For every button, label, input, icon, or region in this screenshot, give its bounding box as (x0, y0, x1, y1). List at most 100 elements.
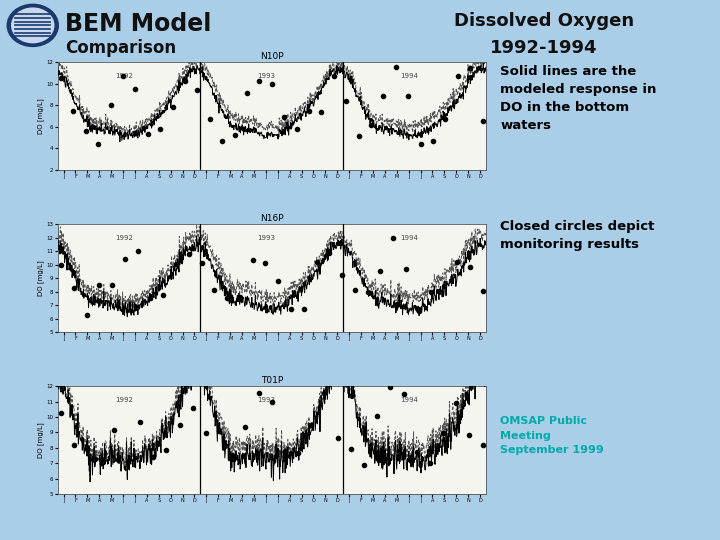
Point (464, 431, 475, 440)
Text: 1992: 1992 (114, 397, 132, 403)
Point (247, 255, 258, 264)
Text: 1992: 1992 (114, 73, 132, 79)
Text: Solid lines are the
modeled response in
DO in the bottom
waters: Solid lines are the modeled response in … (500, 65, 657, 132)
Point (266, 79, 278, 88)
Point (451, 399, 462, 407)
Point (332, 433, 343, 442)
Title: N16P: N16P (260, 214, 284, 224)
Point (397, 390, 409, 399)
Title: T01P: T01P (261, 376, 283, 386)
Point (158, 291, 169, 300)
Y-axis label: DO [mg/L]: DO [mg/L] (37, 98, 44, 134)
Point (200, 428, 212, 437)
Text: 1992: 1992 (114, 235, 132, 241)
Point (359, 461, 370, 470)
Text: BEM Model: BEM Model (65, 12, 211, 36)
Point (142, 130, 153, 139)
Point (213, 426, 225, 435)
Point (161, 446, 172, 455)
Point (241, 89, 253, 97)
Point (55, 409, 67, 417)
Point (179, 77, 191, 86)
Point (117, 71, 129, 80)
Point (253, 77, 265, 85)
Point (119, 255, 130, 264)
Point (260, 259, 271, 268)
Point (209, 286, 220, 294)
Text: 1994: 1994 (400, 73, 418, 79)
Point (291, 125, 302, 134)
Point (362, 287, 374, 296)
Point (413, 306, 425, 315)
Point (95, 455, 107, 464)
Point (192, 85, 203, 94)
Point (427, 136, 438, 145)
Point (384, 383, 396, 391)
Text: 1993: 1993 (258, 235, 276, 241)
Point (68, 284, 79, 292)
Point (145, 294, 156, 302)
Point (477, 441, 488, 449)
Point (323, 249, 335, 258)
Text: Comparison: Comparison (65, 39, 176, 57)
Text: 1993: 1993 (258, 73, 276, 79)
Point (217, 137, 228, 145)
Point (390, 63, 402, 71)
Point (477, 286, 488, 295)
Point (196, 259, 207, 268)
Point (279, 447, 291, 455)
Text: 1993: 1993 (258, 397, 276, 403)
Point (68, 106, 79, 115)
Point (415, 140, 426, 149)
Point (377, 92, 389, 100)
Point (55, 73, 67, 82)
Point (81, 444, 93, 453)
Point (452, 72, 464, 80)
Text: 1992-1994: 1992-1994 (490, 39, 598, 57)
Point (292, 448, 304, 457)
Point (240, 422, 251, 431)
Point (183, 249, 194, 258)
Text: 1994: 1994 (400, 397, 418, 403)
Point (365, 121, 377, 130)
Point (174, 421, 185, 430)
Point (130, 85, 141, 93)
Ellipse shape (8, 5, 58, 46)
Point (81, 310, 92, 319)
Point (285, 305, 297, 314)
Point (426, 288, 437, 297)
Point (345, 445, 356, 454)
Point (148, 453, 159, 461)
Point (400, 265, 412, 274)
Point (440, 115, 451, 124)
Point (92, 140, 104, 149)
Title: N10P: N10P (260, 52, 284, 62)
Y-axis label: DO [mg/L]: DO [mg/L] (37, 260, 44, 296)
Point (105, 100, 117, 109)
Point (451, 258, 463, 266)
Ellipse shape (12, 8, 54, 43)
Point (55, 261, 67, 269)
Point (94, 281, 105, 289)
Point (266, 398, 278, 407)
Point (155, 124, 166, 133)
Point (374, 267, 386, 275)
Point (298, 305, 310, 314)
Point (107, 281, 118, 289)
Text: 1994: 1994 (400, 235, 418, 241)
Text: Closed circles depict
monitoring results: Closed circles depict monitoring results (500, 220, 654, 251)
Point (121, 377, 132, 386)
Point (402, 92, 414, 100)
Point (204, 115, 215, 124)
Point (227, 451, 238, 460)
Point (253, 388, 264, 397)
Point (80, 126, 91, 135)
Point (234, 292, 246, 301)
Point (438, 281, 450, 290)
Point (135, 417, 146, 426)
Point (464, 263, 476, 272)
Point (319, 389, 330, 397)
Point (279, 113, 290, 122)
Point (68, 441, 80, 449)
Point (311, 258, 323, 267)
